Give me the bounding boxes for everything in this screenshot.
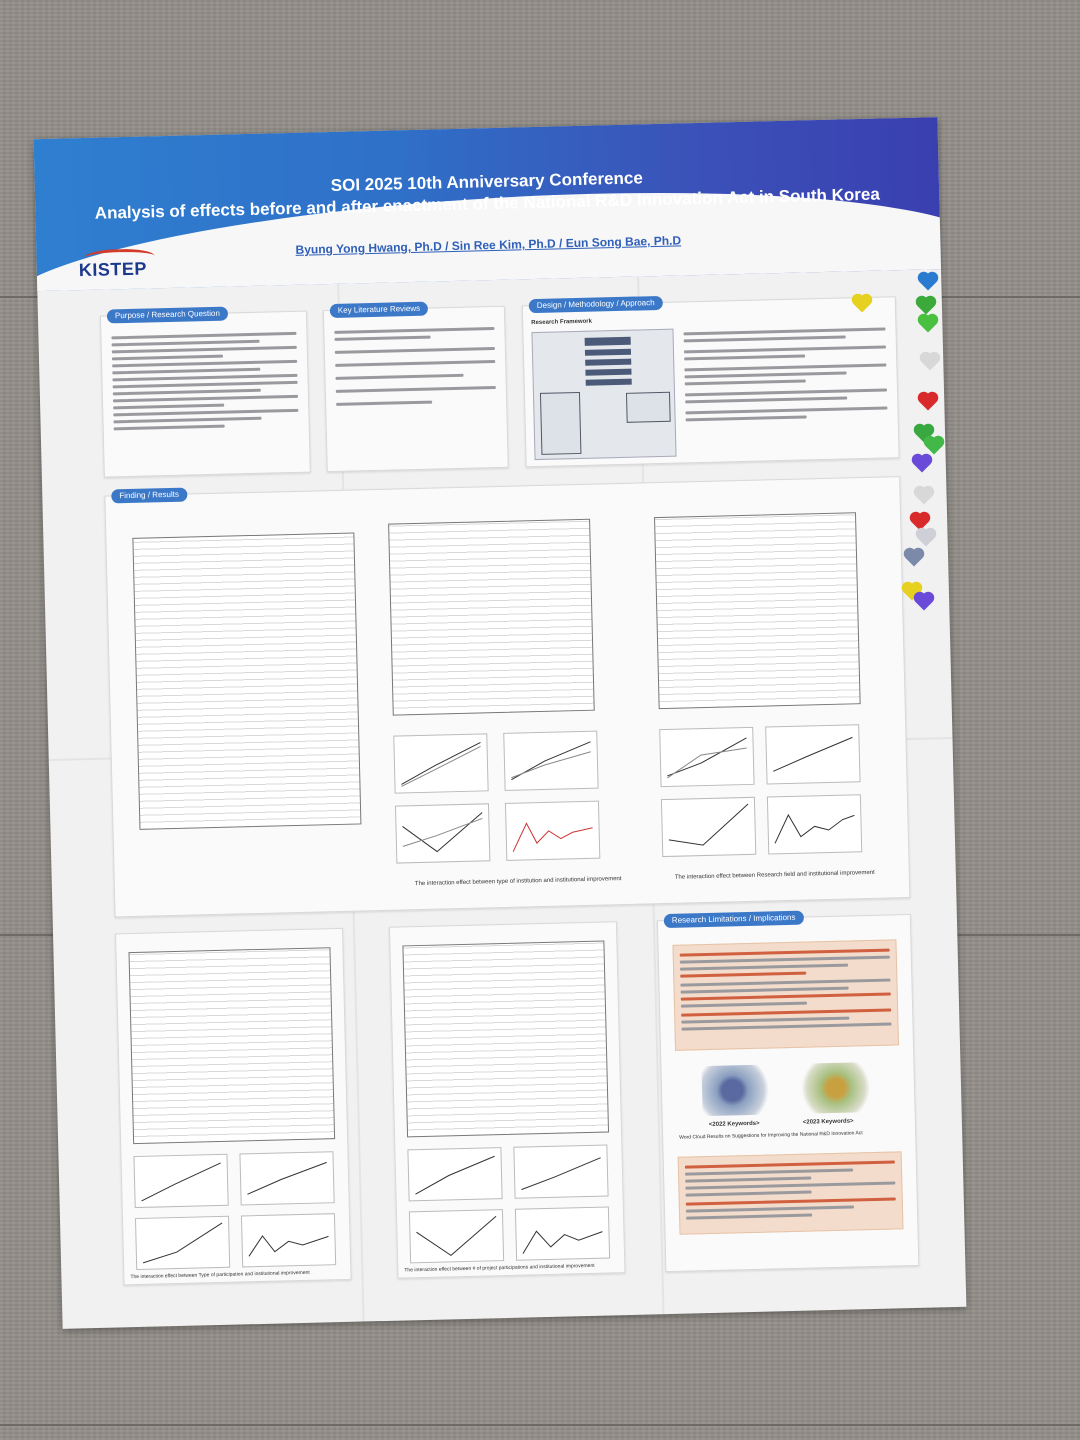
chart-2d: [504, 800, 601, 861]
limitations-section-title: Research Limitations / Implications: [663, 910, 804, 929]
chart-5b: [513, 1144, 609, 1199]
chart-4a: [133, 1153, 229, 1209]
chart-3d: [766, 794, 863, 855]
chart-4b: [239, 1151, 335, 1206]
fig3-caption: The interaction effect between Type of p…: [130, 1269, 310, 1281]
chart-3c: [660, 796, 757, 858]
limitations-box-1: [672, 939, 899, 1051]
design-section-title: Design / Methodology / Approach: [528, 295, 663, 314]
results-table-2: [388, 518, 595, 716]
chart-5c: [408, 1209, 505, 1264]
results-table-5: [402, 940, 610, 1138]
chart-2c: [394, 803, 491, 864]
limitations-box-2: [677, 1151, 904, 1235]
chart-4c: [134, 1215, 231, 1271]
wall-seam: [0, 1424, 1080, 1426]
chart-4d: [240, 1213, 337, 1268]
research-framework-diagram: [531, 328, 677, 461]
chart-3a: [659, 726, 755, 788]
participation-panel: The interaction effect between Type of p…: [115, 927, 352, 1286]
findings-panel: Finding / Results The interaction effect…: [104, 476, 911, 918]
results-table-4: [128, 947, 336, 1145]
wordcloud-2022: [701, 1064, 779, 1117]
chart-5d: [514, 1206, 611, 1261]
fig4-caption: The interaction effect between # of proj…: [404, 1262, 595, 1274]
design-panel: Design / Methodology / Approach Research…: [521, 295, 900, 468]
keywords-2022-label: <2022 Keywords>: [708, 1120, 760, 1129]
chart-5a: [407, 1147, 503, 1202]
logo-text: KISTEP: [78, 258, 148, 281]
design-text: [683, 323, 888, 425]
purpose-panel: Purpose / Research Question: [99, 306, 311, 478]
findings-section-title: Finding / Results: [111, 487, 188, 504]
purpose-text: [111, 328, 299, 434]
literature-section-title: Key Literature Reviews: [329, 301, 429, 319]
fig1-caption: The interaction effect between type of i…: [414, 876, 622, 888]
chart-2b: [503, 730, 599, 791]
keywords-2023-label: <2023 Keywords>: [802, 1118, 854, 1126]
wordcloud-caption: Word Cloud Results on Suggestions for Im…: [679, 1130, 863, 1141]
participations-count-panel: The interaction effect between # of proj…: [388, 921, 626, 1279]
results-table-1: [132, 532, 362, 830]
literature-panel: Key Literature Reviews: [322, 301, 509, 473]
wordcloud-2023: [793, 1062, 871, 1114]
purpose-section-title: Purpose / Research Question: [106, 306, 229, 324]
research-framework-label: Research Framework: [531, 318, 592, 327]
chart-2a: [393, 733, 489, 794]
literature-text: [334, 323, 496, 410]
results-table-3: [654, 512, 861, 710]
chart-3b: [765, 724, 861, 785]
limitations-panel: Research Limitations / Implications <202…: [656, 910, 920, 1273]
poster: SOI 2025 10th Anniversary Conference Ana…: [33, 117, 967, 1329]
kistep-logo: KISTEP: [78, 248, 165, 282]
fig2-caption: The interaction effect between Research …: [674, 869, 875, 881]
poster-header: SOI 2025 10th Anniversary Conference Ana…: [33, 117, 942, 292]
